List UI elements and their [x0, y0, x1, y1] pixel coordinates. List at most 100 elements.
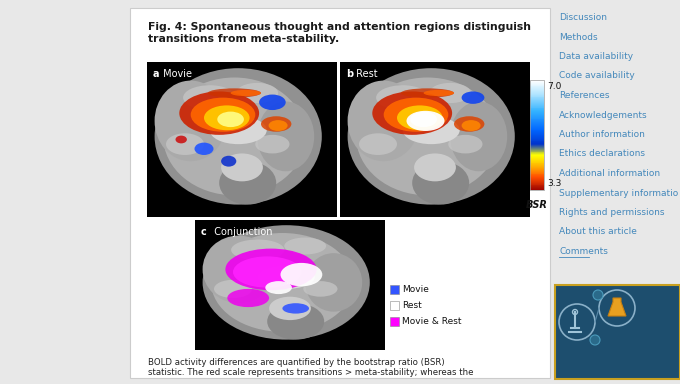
Ellipse shape — [163, 78, 305, 195]
Ellipse shape — [384, 98, 448, 132]
Bar — [530, 80, 544, 190]
Bar — [530, 160, 544, 161]
Text: Discussion: Discussion — [559, 13, 607, 22]
FancyBboxPatch shape — [130, 8, 550, 378]
Bar — [390, 317, 399, 326]
Text: Movie & Rest: Movie & Rest — [402, 317, 462, 326]
Text: About this article: About this article — [559, 227, 637, 237]
Bar — [530, 129, 544, 130]
Bar — [530, 92, 544, 93]
Bar — [530, 95, 544, 96]
Bar — [530, 84, 544, 86]
Bar — [530, 106, 544, 107]
Bar — [530, 184, 544, 185]
Bar — [530, 179, 544, 180]
Bar — [530, 158, 544, 159]
Ellipse shape — [203, 236, 275, 303]
Bar — [530, 172, 544, 173]
Ellipse shape — [180, 91, 259, 135]
Bar — [530, 109, 544, 111]
Bar — [530, 184, 544, 186]
Bar — [530, 176, 544, 178]
Ellipse shape — [214, 280, 252, 298]
Bar — [530, 164, 544, 165]
Bar — [530, 186, 544, 188]
Text: Movie: Movie — [160, 69, 192, 79]
Bar — [530, 139, 544, 140]
Bar — [530, 139, 544, 141]
Text: Rest: Rest — [402, 301, 422, 310]
Bar — [530, 189, 544, 190]
Ellipse shape — [462, 91, 484, 104]
Ellipse shape — [305, 253, 362, 312]
Text: 3.3: 3.3 — [547, 179, 562, 188]
Bar — [530, 82, 544, 83]
Bar — [530, 91, 544, 93]
Bar — [530, 105, 544, 106]
Text: Acknowledgements: Acknowledgements — [559, 111, 647, 119]
Ellipse shape — [284, 238, 326, 255]
Ellipse shape — [412, 161, 469, 205]
Bar — [530, 162, 544, 164]
Text: Movie: Movie — [402, 285, 429, 294]
Bar — [530, 133, 544, 134]
Bar — [530, 159, 544, 160]
Bar — [530, 149, 544, 150]
Ellipse shape — [194, 142, 214, 155]
Bar — [530, 155, 544, 157]
Text: Rest: Rest — [353, 69, 377, 79]
Bar — [530, 100, 544, 102]
Bar — [530, 135, 544, 136]
Bar — [530, 126, 544, 127]
Bar — [530, 169, 544, 170]
Ellipse shape — [401, 88, 454, 98]
Ellipse shape — [221, 156, 237, 167]
Bar — [340, 62, 530, 217]
Ellipse shape — [190, 98, 255, 132]
Bar — [530, 141, 544, 142]
Ellipse shape — [219, 161, 276, 205]
Text: BSR: BSR — [526, 200, 548, 210]
Bar — [530, 89, 544, 91]
Ellipse shape — [233, 257, 301, 288]
Bar — [530, 174, 544, 176]
Bar — [530, 168, 544, 169]
Bar — [530, 113, 544, 114]
Bar — [530, 170, 544, 171]
Bar — [530, 118, 544, 119]
Ellipse shape — [209, 116, 267, 144]
Bar — [530, 119, 544, 121]
Bar — [530, 131, 544, 132]
Bar — [555, 285, 680, 379]
Bar — [530, 183, 544, 184]
Bar — [530, 180, 544, 181]
Bar — [530, 96, 544, 97]
Ellipse shape — [448, 135, 483, 154]
Ellipse shape — [154, 81, 227, 161]
Text: Ethics declarations: Ethics declarations — [559, 149, 645, 159]
Bar — [530, 137, 544, 138]
Ellipse shape — [218, 112, 244, 127]
Bar — [530, 99, 544, 101]
Bar — [390, 301, 399, 310]
Bar — [530, 94, 544, 95]
Ellipse shape — [183, 85, 237, 110]
Ellipse shape — [282, 303, 309, 314]
Bar — [530, 153, 544, 155]
Ellipse shape — [429, 83, 471, 103]
Ellipse shape — [269, 120, 288, 131]
Text: Methods: Methods — [559, 33, 598, 41]
Ellipse shape — [424, 90, 454, 96]
Bar — [530, 172, 544, 174]
Ellipse shape — [407, 111, 445, 131]
Bar — [530, 161, 544, 162]
Bar — [530, 111, 544, 113]
Ellipse shape — [237, 83, 278, 103]
Bar — [530, 154, 544, 156]
Bar — [530, 108, 544, 109]
Bar — [530, 145, 544, 147]
Bar — [530, 110, 544, 112]
Text: statistic. The red scale represents transitions > meta-stability; whereas the: statistic. The red scale represents tran… — [148, 368, 473, 377]
Bar — [530, 132, 544, 134]
Bar — [530, 81, 544, 82]
